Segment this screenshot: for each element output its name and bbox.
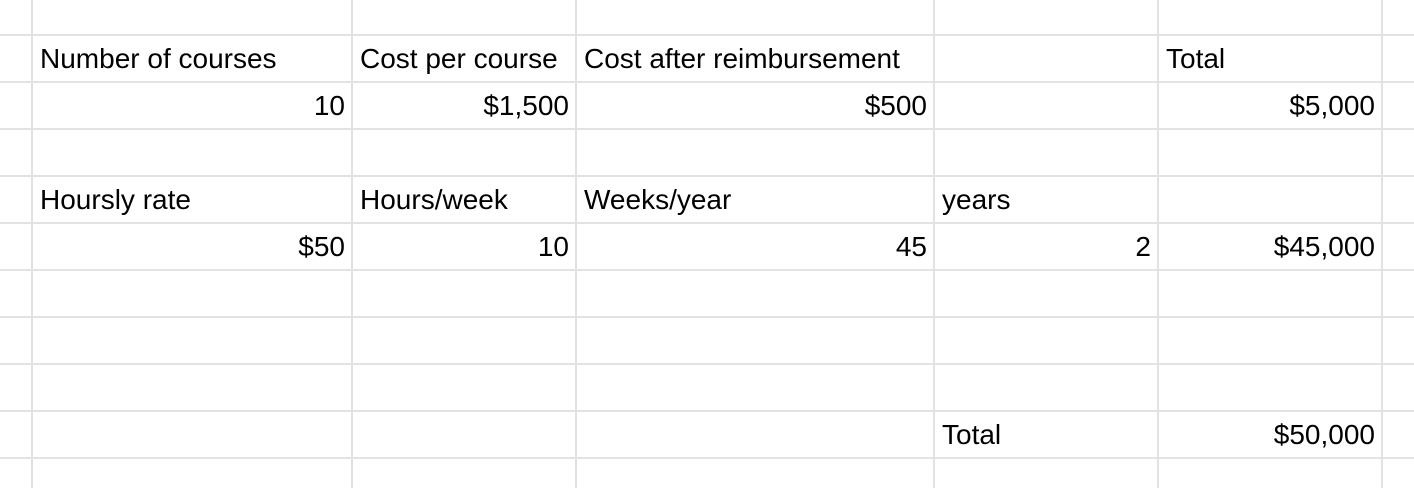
cell-r3-c0[interactable] — [0, 130, 33, 177]
cell-r10-c5[interactable] — [1159, 459, 1383, 488]
cell-r8-c4[interactable] — [935, 365, 1159, 412]
cell-r9-c0[interactable] — [0, 412, 33, 459]
cell-r10-c3[interactable] — [577, 459, 935, 488]
cell-r1-c1[interactable]: Number of courses — [33, 36, 353, 83]
cell-r7-c2[interactable] — [353, 318, 577, 365]
cell-r9-c4[interactable]: Total — [935, 412, 1159, 459]
cell-r8-c2[interactable] — [353, 365, 577, 412]
cell-r6-c1[interactable] — [33, 271, 353, 318]
cell-r7-c3[interactable] — [577, 318, 935, 365]
cell-r6-c0[interactable] — [0, 271, 33, 318]
cell-r4-c0[interactable] — [0, 177, 33, 224]
cell-r3-c6[interactable] — [1383, 130, 1414, 177]
cell-r9-c2[interactable] — [353, 412, 577, 459]
cell-r7-c0[interactable] — [0, 318, 33, 365]
cell-r2-c6[interactable] — [1383, 83, 1414, 130]
cell-r10-c1[interactable] — [33, 459, 353, 488]
cell-r5-c1[interactable]: $50 — [33, 224, 353, 271]
cell-r1-c2[interactable]: Cost per course — [353, 36, 577, 83]
cell-r5-c2[interactable]: 10 — [353, 224, 577, 271]
cell-r4-c1[interactable]: Hoursly rate — [33, 177, 353, 224]
cell-r9-c1[interactable] — [33, 412, 353, 459]
cell-r10-c6[interactable] — [1383, 459, 1414, 488]
cell-r3-c3[interactable] — [577, 130, 935, 177]
cell-r2-c2[interactable]: $1,500 — [353, 83, 577, 130]
cell-r8-c0[interactable] — [0, 365, 33, 412]
cell-r5-c6[interactable] — [1383, 224, 1414, 271]
cell-r1-c3[interactable]: Cost after reimbursement — [577, 36, 935, 83]
cell-r0-c0[interactable] — [0, 0, 33, 36]
cell-r4-c4[interactable]: years — [935, 177, 1159, 224]
cell-r4-c5[interactable] — [1159, 177, 1383, 224]
cell-r4-c3[interactable]: Weeks/year — [577, 177, 935, 224]
cell-r2-c1[interactable]: 10 — [33, 83, 353, 130]
cell-r2-c4[interactable] — [935, 83, 1159, 130]
cell-r0-c3[interactable] — [577, 0, 935, 36]
cell-r4-c6[interactable] — [1383, 177, 1414, 224]
cell-r0-c2[interactable] — [353, 0, 577, 36]
cell-r0-c4[interactable] — [935, 0, 1159, 36]
cell-r10-c2[interactable] — [353, 459, 577, 488]
cell-r8-c3[interactable] — [577, 365, 935, 412]
cell-r1-c5[interactable]: Total — [1159, 36, 1383, 83]
cell-r3-c2[interactable] — [353, 130, 577, 177]
cell-r0-c6[interactable] — [1383, 0, 1414, 36]
cell-r8-c6[interactable] — [1383, 365, 1414, 412]
cell-r8-c1[interactable] — [33, 365, 353, 412]
cell-r6-c2[interactable] — [353, 271, 577, 318]
cell-r2-c5[interactable]: $5,000 — [1159, 83, 1383, 130]
cell-r7-c1[interactable] — [33, 318, 353, 365]
cell-r3-c4[interactable] — [935, 130, 1159, 177]
cell-r5-c3[interactable]: 45 — [577, 224, 935, 271]
cell-r7-c6[interactable] — [1383, 318, 1414, 365]
cell-r8-c5[interactable] — [1159, 365, 1383, 412]
cell-r9-c6[interactable] — [1383, 412, 1414, 459]
cell-r5-c4[interactable]: 2 — [935, 224, 1159, 271]
cell-r4-c2[interactable]: Hours/week — [353, 177, 577, 224]
cell-r3-c1[interactable] — [33, 130, 353, 177]
cell-r6-c6[interactable] — [1383, 271, 1414, 318]
cell-r0-c1[interactable] — [33, 0, 353, 36]
cell-r9-c5[interactable]: $50,000 — [1159, 412, 1383, 459]
cell-r1-c0[interactable] — [0, 36, 33, 83]
cell-r5-c0[interactable] — [0, 224, 33, 271]
cell-r2-c0[interactable] — [0, 83, 33, 130]
cell-r6-c5[interactable] — [1159, 271, 1383, 318]
cell-r7-c4[interactable] — [935, 318, 1159, 365]
cell-r10-c0[interactable] — [0, 459, 33, 488]
cell-r7-c5[interactable] — [1159, 318, 1383, 365]
cell-r9-c3[interactable] — [577, 412, 935, 459]
cell-r10-c4[interactable] — [935, 459, 1159, 488]
cell-r5-c5[interactable]: $45,000 — [1159, 224, 1383, 271]
cell-r3-c5[interactable] — [1159, 130, 1383, 177]
cell-r6-c4[interactable] — [935, 271, 1159, 318]
cell-r6-c3[interactable] — [577, 271, 935, 318]
cell-r2-c3[interactable]: $500 — [577, 83, 935, 130]
cell-r0-c5[interactable] — [1159, 0, 1383, 36]
cell-r1-c6[interactable] — [1383, 36, 1414, 83]
cell-r1-c4[interactable] — [935, 36, 1159, 83]
